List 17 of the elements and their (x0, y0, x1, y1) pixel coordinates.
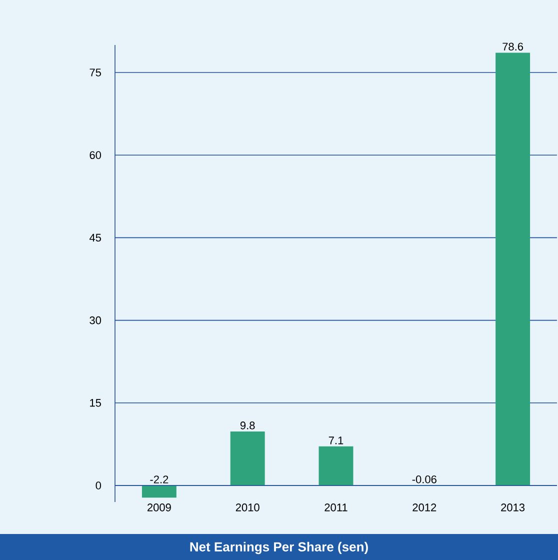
y-tick-label: 0 (96, 482, 102, 490)
y-tick-label: 45 (89, 234, 101, 242)
data-label: -2.2 (150, 476, 168, 484)
data-label: 9.8 (240, 422, 255, 430)
x-tick-label: 2009 (148, 504, 171, 512)
text: Net Earnings Per Share (sen) (190, 542, 368, 554)
x-tick-label: 2010 (236, 504, 260, 512)
data-label: -0.06 (412, 476, 436, 484)
y-tick-label: 60 (90, 151, 102, 160)
x-tick-label: 2011 (324, 504, 348, 512)
y-tick-label: 30 (90, 316, 102, 324)
y-tick-label: 75 (90, 68, 101, 76)
x-tick-label: 2012 (412, 504, 436, 512)
data-label: 7.1 (328, 436, 344, 444)
x-tick-label: 2013 (501, 504, 525, 512)
data-label: 78.6 (502, 42, 524, 51)
y-tick-label: 15 (90, 399, 101, 407)
